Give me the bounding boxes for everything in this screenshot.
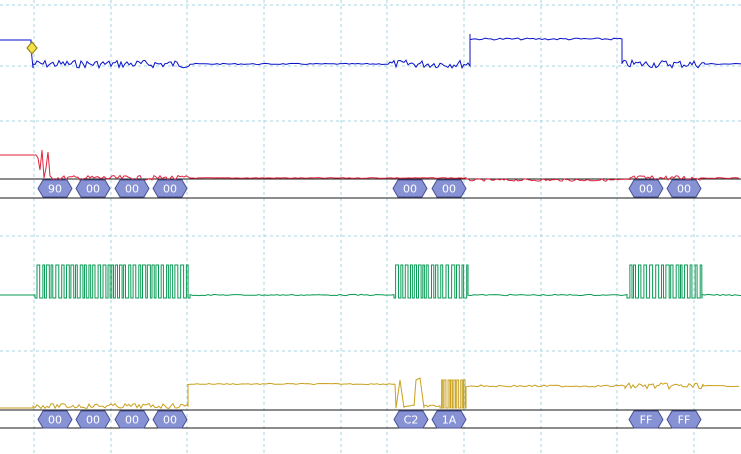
decode-packet-shape <box>431 410 467 429</box>
decode-bus <box>0 178 741 199</box>
decode-packet[interactable]: 00 <box>114 410 150 429</box>
decode-packet-label: C2 <box>404 414 419 427</box>
trigger-marker[interactable] <box>26 41 38 55</box>
decode-packet-label: FF <box>640 414 653 427</box>
decode-packet[interactable]: 00 <box>392 179 428 198</box>
decode-packet[interactable]: 00 <box>114 179 150 198</box>
decode-packet-shape <box>392 179 428 198</box>
decode-packet-label: 00 <box>48 414 62 427</box>
decode-packet-label: 00 <box>403 183 417 196</box>
trace-channel-gold <box>0 377 740 410</box>
decode-packet-shape <box>666 410 702 429</box>
decode-packet-label: 00 <box>163 414 177 427</box>
decode-packet-label: 00 <box>639 183 653 196</box>
decode-packet-shape <box>393 410 429 429</box>
decode-packet[interactable]: 00 <box>152 410 188 429</box>
decode-packet-label: 00 <box>163 183 177 196</box>
decode-packet-shape <box>666 179 702 198</box>
trace-channel-red <box>0 149 740 182</box>
decode-packet-label: 00 <box>677 183 691 196</box>
decode-packet[interactable]: 00 <box>152 179 188 198</box>
decode-packet-shape <box>628 410 664 429</box>
decode-packet-shape <box>114 410 150 429</box>
decode-packet-shape <box>152 179 188 198</box>
decode-packet-shape <box>152 410 188 429</box>
decode-packet-label: 00 <box>86 414 100 427</box>
decode-packet-label: FF <box>678 414 691 427</box>
decode-packet[interactable]: 90 <box>37 179 73 198</box>
decode-packet-shape <box>431 179 467 198</box>
decode-packet-label: 00 <box>125 183 139 196</box>
decode-packets: 90 00 00 00 00 00 00 00 00 00 00 00 C2 1A FF FF <box>37 179 702 429</box>
decode-packet[interactable]: 00 <box>75 410 111 429</box>
decode-packet-shape <box>75 179 111 198</box>
decode-packet-label: 00 <box>86 183 100 196</box>
trace-channel-blue <box>0 34 741 70</box>
decode-packet[interactable]: 00 <box>431 179 467 198</box>
decode-packet[interactable]: 00 <box>628 179 664 198</box>
decode-packet-shape <box>628 179 664 198</box>
decode-packet-shape <box>75 410 111 429</box>
decode-packet[interactable]: FF <box>666 410 702 429</box>
diamond-icon[interactable] <box>26 41 38 55</box>
decode-packet-shape <box>114 179 150 198</box>
decode-packet-shape <box>37 410 73 429</box>
decode-packet[interactable]: FF <box>628 410 664 429</box>
decode-packet-label: 00 <box>442 183 456 196</box>
decode-packet[interactable]: 00 <box>75 179 111 198</box>
decode-packet[interactable]: 00 <box>666 179 702 198</box>
decode-packet-label: 1A <box>442 414 457 427</box>
decode-packet[interactable]: C2 <box>393 410 429 429</box>
decode-packet-label: 90 <box>48 183 62 196</box>
decode-packet[interactable]: 00 <box>37 410 73 429</box>
decode-packet-shape <box>37 179 73 198</box>
decode-packet[interactable]: 1A <box>431 410 467 429</box>
decode-packet-label: 00 <box>125 414 139 427</box>
trace-channel-green <box>0 264 741 299</box>
